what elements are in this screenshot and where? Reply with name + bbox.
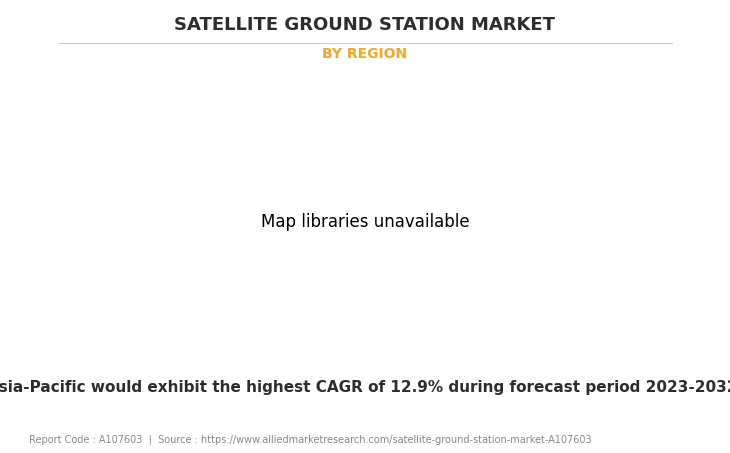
Text: Map libraries unavailable: Map libraries unavailable xyxy=(261,213,469,231)
Text: Report Code : A107603  |  Source : https://www.alliedmarketresearch.com/satellit: Report Code : A107603 | Source : https:/… xyxy=(29,434,592,445)
Text: Asia-Pacific would exhibit the highest CAGR of 12.9% during forecast period 2023: Asia-Pacific would exhibit the highest C… xyxy=(0,380,730,395)
Text: BY REGION: BY REGION xyxy=(323,47,407,61)
Text: SATELLITE GROUND STATION MARKET: SATELLITE GROUND STATION MARKET xyxy=(174,16,556,34)
